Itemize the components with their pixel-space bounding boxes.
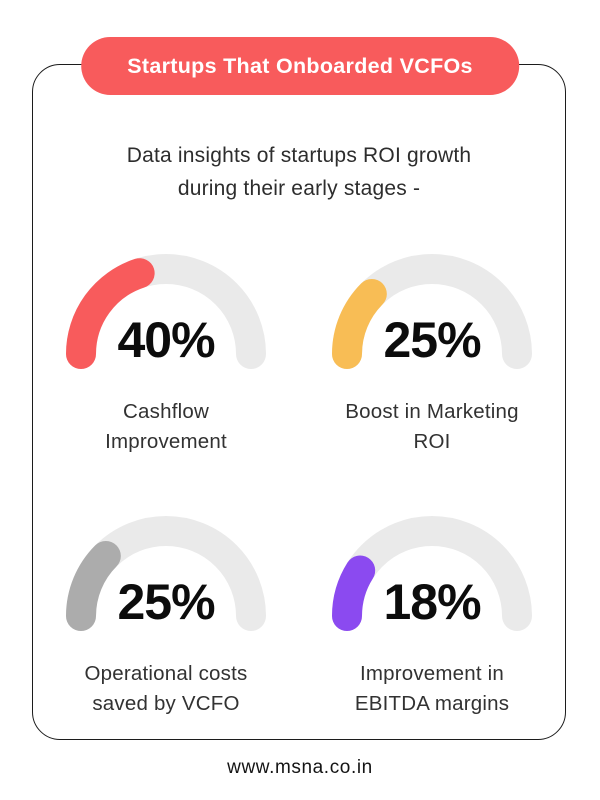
gauge-svg xyxy=(66,516,266,631)
gauge-cashflow-improvement: 40% Cashflow Improvement xyxy=(61,251,271,457)
gauge-value-arc xyxy=(332,516,532,631)
subtitle: Data insights of startups ROI growth dur… xyxy=(33,139,565,205)
gauge-label: Operational costs saved by VCFO xyxy=(84,662,248,715)
gauge-chart: 40% xyxy=(61,251,271,371)
gauge-label: Improvement in EBITDA margins xyxy=(354,662,510,715)
gauge-value-arc xyxy=(66,254,266,369)
gauge-label: Cashflow Improvement xyxy=(105,400,227,453)
gauge-value-arc xyxy=(332,254,532,369)
subtitle-line-1: Data insights of startups ROI growth xyxy=(126,144,472,167)
gauge-value: 40% xyxy=(117,312,215,368)
gauge-ebitda-margins: 18% Improvement in EBITDA margins xyxy=(327,513,537,719)
header-title: Startups That Onboarded VCFOs xyxy=(127,53,473,78)
subtitle-line-2: during their early stages - xyxy=(177,177,421,200)
header-badge: Startups That Onboarded VCFOs xyxy=(81,37,519,95)
gauge-label: Boost in Marketing ROI xyxy=(345,400,519,453)
gauge-value: 25% xyxy=(117,574,215,630)
gauge-chart: 25% xyxy=(61,513,271,633)
content-card: Data insights of startups ROI growth dur… xyxy=(32,64,566,740)
website-url: www.msna.co.in xyxy=(227,757,373,778)
gauge-svg xyxy=(332,516,532,631)
gauge-marketing-roi: 25% Boost in Marketing ROI xyxy=(327,251,537,457)
gauge-value: 18% xyxy=(383,574,481,630)
gauge-value-arc xyxy=(66,516,266,631)
gauge-grid: 40% Cashflow Improvement 25% Boost in Ma… xyxy=(33,251,565,719)
gauge-operational-costs: 25% Operational costs saved by VCFO xyxy=(61,513,271,719)
gauge-svg xyxy=(66,254,266,369)
gauge-svg xyxy=(332,254,532,369)
gauge-chart: 18% xyxy=(327,513,537,633)
gauge-chart: 25% xyxy=(327,251,537,371)
gauge-value: 25% xyxy=(383,312,481,368)
